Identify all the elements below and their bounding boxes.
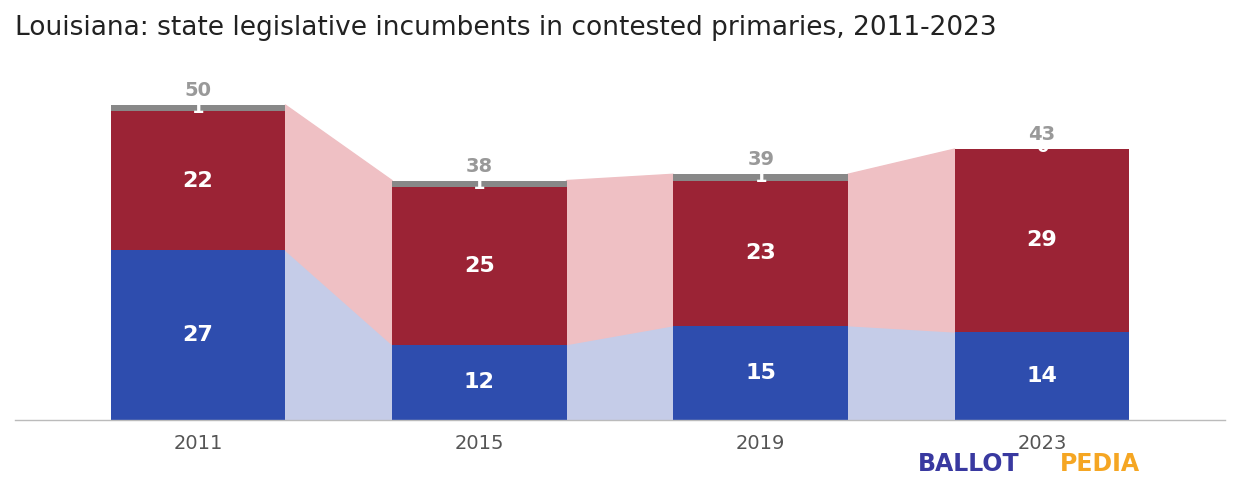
- Bar: [955, 332, 1130, 420]
- Polygon shape: [848, 149, 955, 332]
- Text: 12: 12: [464, 373, 495, 392]
- Text: Louisiana: state legislative incumbents in contested primaries, 2011-2023: Louisiana: state legislative incumbents …: [15, 15, 997, 41]
- Polygon shape: [567, 174, 673, 345]
- Bar: [110, 250, 285, 420]
- Polygon shape: [285, 105, 392, 345]
- Bar: [110, 111, 285, 250]
- Bar: [392, 181, 567, 187]
- Bar: [673, 181, 848, 326]
- Text: 15: 15: [745, 363, 776, 383]
- Polygon shape: [848, 326, 955, 420]
- Text: 38: 38: [466, 156, 492, 175]
- Text: 25: 25: [464, 255, 495, 276]
- Text: BALLOT: BALLOT: [918, 452, 1019, 476]
- Text: 1: 1: [192, 99, 205, 117]
- Text: 23: 23: [745, 243, 776, 263]
- Text: 43: 43: [1028, 125, 1055, 144]
- Bar: [110, 105, 285, 111]
- Bar: [392, 187, 567, 345]
- Text: 0: 0: [1035, 138, 1048, 156]
- Text: 14: 14: [1027, 366, 1058, 386]
- Polygon shape: [285, 250, 392, 420]
- Text: 1: 1: [754, 168, 768, 186]
- Polygon shape: [567, 326, 673, 420]
- Text: 39: 39: [748, 150, 774, 169]
- Text: 1: 1: [472, 175, 486, 193]
- Bar: [673, 174, 848, 181]
- Text: 29: 29: [1027, 231, 1058, 250]
- Bar: [392, 345, 567, 420]
- Text: PEDIA: PEDIA: [1060, 452, 1141, 476]
- Bar: [673, 326, 848, 420]
- Text: 22: 22: [182, 171, 213, 191]
- Text: 50: 50: [185, 81, 211, 100]
- Text: 27: 27: [182, 325, 213, 345]
- Bar: [955, 149, 1130, 332]
